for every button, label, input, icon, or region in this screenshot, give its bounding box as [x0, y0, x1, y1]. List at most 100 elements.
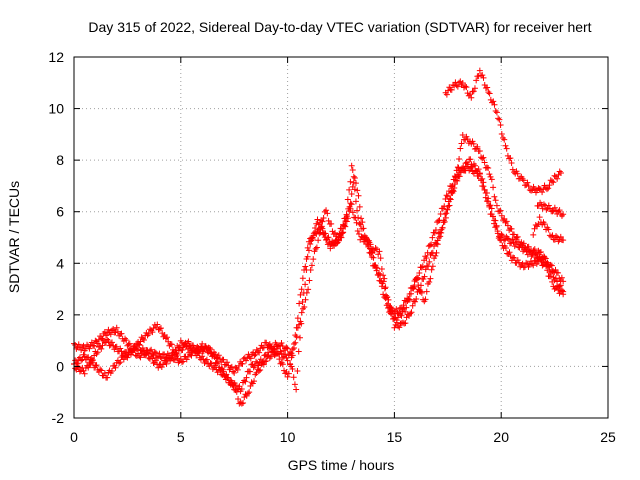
data-point	[343, 218, 350, 225]
data-point	[547, 261, 554, 268]
data-point	[325, 234, 332, 241]
data-point	[501, 136, 508, 143]
data-point	[535, 202, 542, 209]
data-point	[480, 74, 487, 81]
data-point	[539, 189, 546, 196]
data-point	[502, 244, 509, 251]
data-point	[378, 283, 385, 290]
data-point	[454, 83, 461, 90]
data-point	[260, 344, 267, 351]
x-tick-label: 0	[70, 429, 78, 445]
data-point	[157, 325, 164, 332]
data-point	[125, 341, 132, 348]
data-point	[495, 115, 502, 122]
data-point	[247, 368, 254, 375]
data-point	[298, 286, 305, 293]
data-point	[475, 166, 482, 173]
data-point	[179, 346, 186, 353]
data-point	[156, 350, 163, 357]
data-point	[528, 187, 535, 194]
x-tick-label: 10	[280, 429, 296, 445]
x-tick-label: 25	[600, 429, 616, 445]
data-point	[243, 374, 250, 381]
data-point	[145, 330, 152, 337]
data-point	[315, 221, 322, 228]
series-3	[71, 156, 567, 395]
data-point	[415, 282, 422, 289]
data-point	[468, 94, 475, 101]
data-point	[116, 360, 123, 367]
data-point	[450, 188, 457, 195]
data-point	[302, 281, 309, 288]
data-point	[196, 350, 203, 357]
data-point	[536, 253, 543, 260]
data-point	[383, 302, 390, 309]
data-point	[498, 231, 505, 238]
data-point	[485, 89, 492, 96]
data-point	[514, 257, 521, 264]
data-point	[467, 156, 474, 163]
data-point	[560, 278, 567, 285]
data-point	[502, 142, 509, 149]
data-point	[131, 344, 138, 351]
data-point	[332, 229, 339, 236]
data-point	[508, 225, 515, 232]
data-point	[554, 175, 561, 182]
data-point	[122, 348, 129, 355]
data-point	[155, 364, 162, 371]
data-point	[427, 275, 434, 282]
data-point	[480, 154, 487, 161]
data-point	[433, 240, 440, 247]
data-point	[164, 334, 171, 341]
data-point	[148, 346, 155, 353]
data-point	[558, 170, 565, 177]
data-point	[183, 343, 190, 350]
data-point	[86, 345, 93, 352]
series-5	[534, 199, 567, 219]
data-point	[377, 278, 384, 285]
data-point	[136, 341, 143, 348]
series-4	[442, 67, 565, 196]
data-point	[257, 366, 264, 373]
data-point	[372, 244, 379, 251]
data-point	[219, 366, 226, 373]
data-point	[522, 244, 529, 251]
data-point	[451, 184, 458, 191]
data-point	[493, 222, 500, 229]
y-tick-label: -2	[52, 410, 65, 426]
y-tick-label: 6	[56, 204, 64, 220]
data-point	[344, 196, 351, 203]
data-point	[557, 282, 564, 289]
data-point	[492, 217, 499, 224]
data-point	[312, 245, 319, 252]
data-point	[437, 233, 444, 240]
data-point	[524, 179, 531, 186]
data-point	[390, 316, 397, 323]
data-point	[149, 329, 156, 336]
data-point	[532, 221, 539, 228]
data-point	[369, 249, 376, 256]
data-point	[483, 164, 490, 171]
data-point	[105, 326, 112, 333]
data-point	[541, 221, 548, 228]
data-point	[453, 167, 460, 174]
data-point	[552, 266, 559, 273]
data-point	[416, 269, 423, 276]
data-point	[456, 173, 463, 180]
data-point	[112, 364, 119, 371]
data-point	[215, 358, 222, 365]
data-point	[151, 348, 158, 355]
data-point	[451, 181, 458, 188]
data-point	[354, 187, 361, 194]
data-point	[351, 214, 358, 221]
data-point	[86, 361, 93, 368]
data-point	[435, 234, 442, 241]
data-point	[174, 351, 181, 358]
data-point	[409, 302, 416, 309]
data-point	[358, 215, 365, 222]
data-point	[255, 368, 262, 375]
data-point	[167, 355, 174, 362]
data-point	[523, 259, 530, 266]
data-point	[365, 237, 372, 244]
data-point	[544, 267, 551, 274]
